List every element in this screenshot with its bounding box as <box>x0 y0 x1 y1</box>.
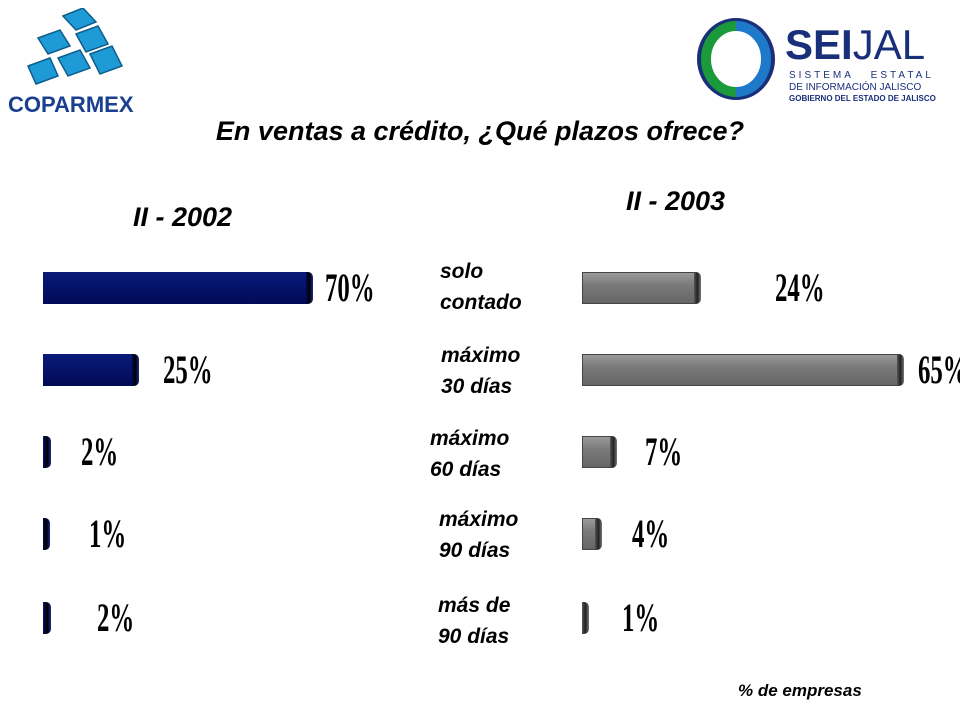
seijal-rest-part: JAL <box>852 21 926 68</box>
left-bar-cap <box>43 602 51 634</box>
category-label-line: contado <box>440 291 522 314</box>
right-bar-2 <box>582 354 904 386</box>
left-bar-2 <box>43 354 140 386</box>
right-bar-face <box>582 272 696 304</box>
right-bar-cap <box>594 518 602 550</box>
category-label-line: máximo <box>430 427 510 450</box>
right-bar-1 <box>582 272 701 304</box>
coparmex-emblem-icon <box>26 7 124 85</box>
category-label-2: máximo 30 días <box>441 340 520 402</box>
category-label-line: 90 días <box>438 625 510 648</box>
coparmex-logo: COPARMEX <box>8 7 138 120</box>
right-bar-4 <box>582 518 602 550</box>
right-bar-cap <box>609 436 617 468</box>
footnote: % de empresas <box>738 681 862 700</box>
right-value-label-4: 4% <box>631 511 669 556</box>
category-label-4: máximo 90 días <box>439 504 518 566</box>
left-bar-4 <box>43 518 50 550</box>
category-label-line: 90 días <box>439 539 511 562</box>
left-bar-face <box>43 354 135 386</box>
right-bar-cap <box>582 602 589 634</box>
left-bar-cap <box>132 354 140 386</box>
category-label-line: máximo <box>441 344 521 367</box>
seijal-line1: SISTEMA ESTATAL <box>789 70 934 81</box>
right-bar-cap <box>693 272 701 304</box>
left-bar-3 <box>43 436 51 468</box>
category-label-3: máximo 60 días <box>430 423 509 485</box>
category-label-line: 60 días <box>430 458 502 481</box>
left-value-label-1: 70% <box>324 265 375 310</box>
right-bar-face <box>582 436 612 468</box>
right-value-label-1: 24% <box>774 265 825 310</box>
seijal-wordmark: SEIJAL <box>785 24 925 66</box>
coparmex-wordmark: COPARMEX <box>8 92 134 117</box>
left-value-label-4: 1% <box>89 511 127 556</box>
category-label-line: máximo <box>439 508 519 531</box>
category-label-5: más de 90 días <box>438 590 510 652</box>
left-bar-5 <box>43 602 51 634</box>
left-bar-cap <box>43 436 51 468</box>
right-bar-3 <box>582 436 617 468</box>
right-value-label-3: 7% <box>644 429 682 474</box>
category-label-1: solo contado <box>440 256 522 318</box>
seijal-bold-part: SEI <box>785 21 853 68</box>
chart-title: En ventas a crédito, ¿Qué plazos ofrece? <box>215 116 745 146</box>
seijal-logo: SEIJAL SISTEMA ESTATAL DE INFORMACIÓN JA… <box>697 18 947 108</box>
category-label-line: solo <box>440 260 484 283</box>
right-bar-5 <box>582 602 589 634</box>
left-value-label-2: 25% <box>163 347 213 392</box>
right-value-label-5: 1% <box>622 595 660 640</box>
right-chart-title: II - 2003 <box>626 186 726 216</box>
seijal-line3: GOBIERNO DEL ESTADO DE JALISCO <box>789 94 936 103</box>
left-chart-title: II - 2002 <box>133 202 233 232</box>
category-label-line: 30 días <box>441 375 513 398</box>
right-bar-face <box>582 354 899 386</box>
right-bar-cap <box>896 354 904 386</box>
left-bar-1 <box>43 272 313 304</box>
left-value-label-3: 2% <box>80 429 118 474</box>
left-bar-cap <box>305 272 313 304</box>
right-value-label-2: 65% <box>917 347 960 392</box>
category-label-line: más de <box>438 594 511 617</box>
left-value-label-5: 2% <box>96 595 134 640</box>
seijal-line2: DE INFORMACIÓN JALISCO <box>789 82 922 93</box>
seijal-emblem-icon <box>697 18 775 100</box>
left-bar-cap <box>43 518 50 550</box>
left-bar-face <box>43 272 308 304</box>
